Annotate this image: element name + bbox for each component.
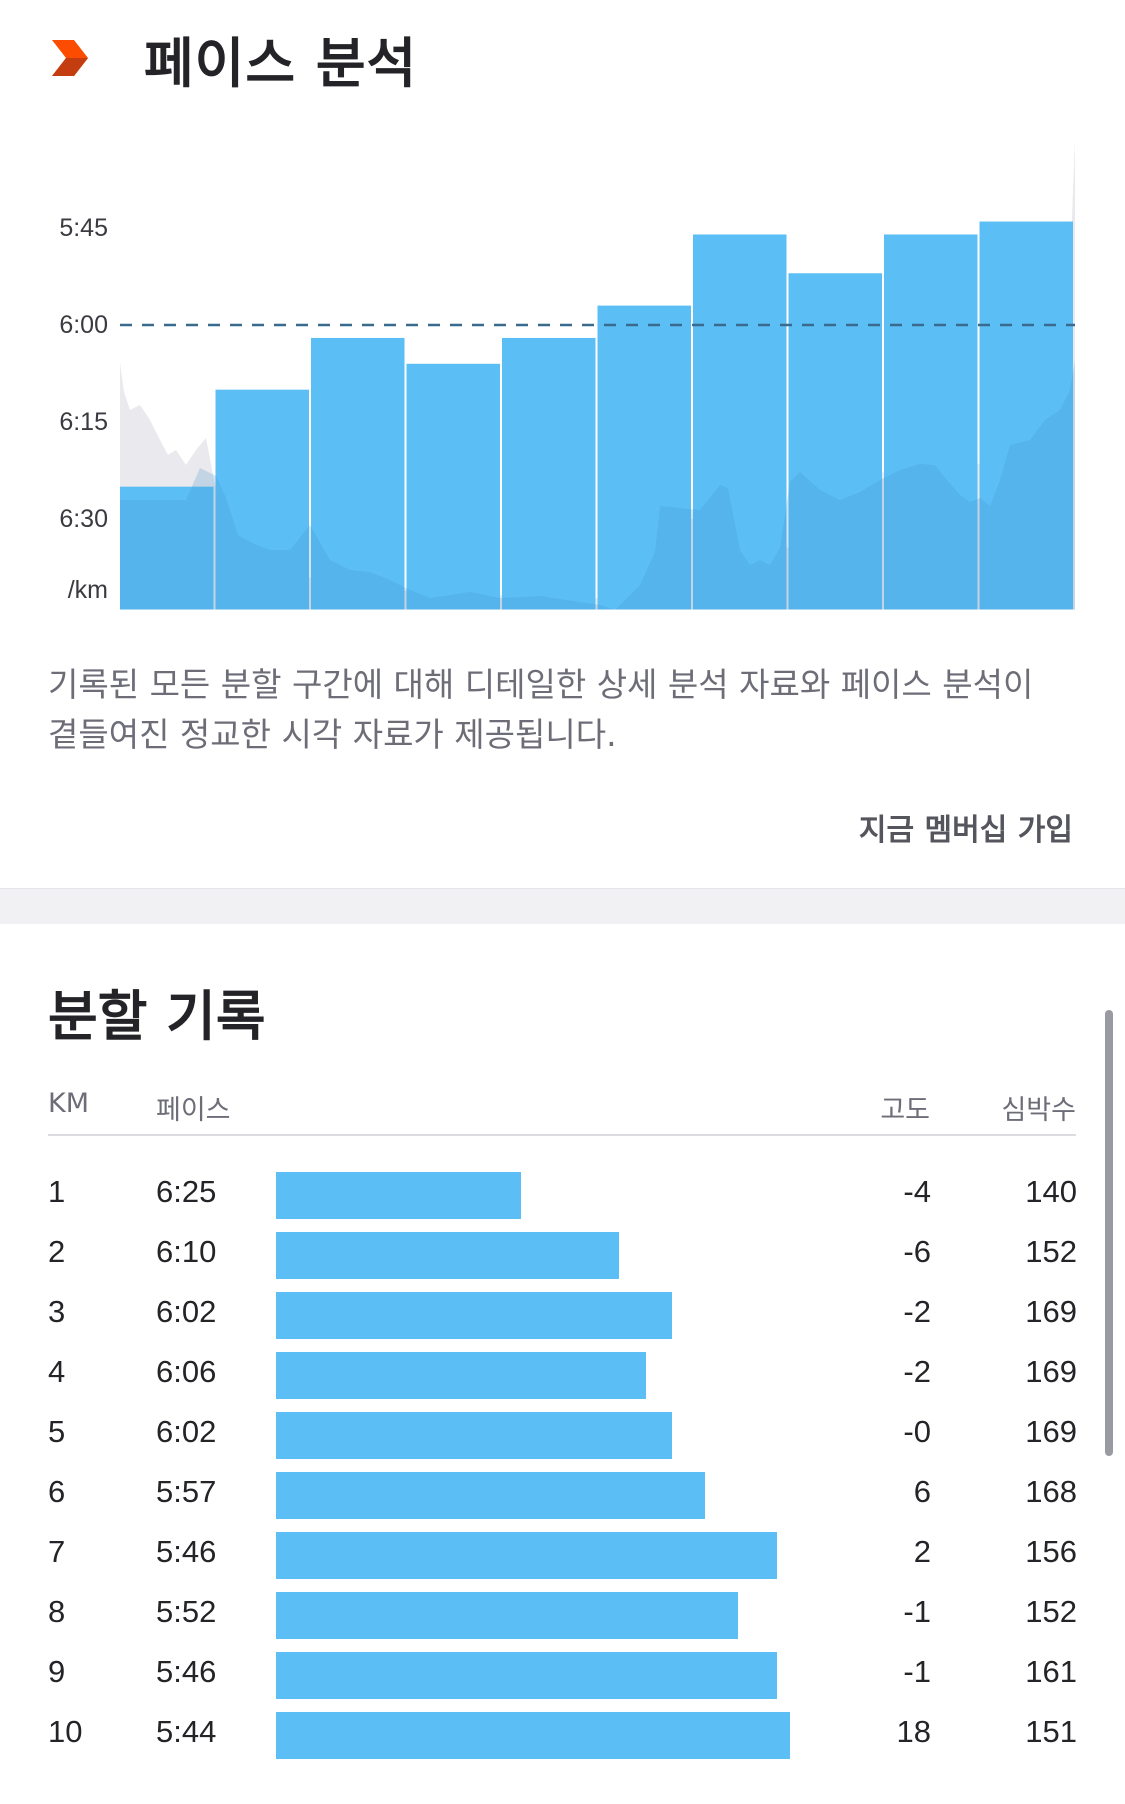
table-row: 6 5:57 6 168 bbox=[0, 1464, 1125, 1524]
split-heart-rate: 152 bbox=[1025, 1594, 1077, 1629]
split-pace: 6:10 bbox=[156, 1234, 217, 1269]
split-heart-rate: 168 bbox=[1025, 1474, 1077, 1509]
split-pace-bar bbox=[276, 1532, 777, 1579]
split-km: 8 bbox=[48, 1594, 66, 1629]
elevation-overlay-area bbox=[120, 360, 1075, 610]
pace-bars-layer bbox=[120, 221, 1073, 610]
pace-bar bbox=[788, 273, 882, 610]
split-pace: 6:25 bbox=[156, 1174, 217, 1209]
split-km: 2 bbox=[48, 1234, 66, 1269]
table-row: 1 6:25 -4 140 bbox=[0, 1164, 1125, 1224]
split-pace: 5:57 bbox=[156, 1474, 217, 1509]
column-header-pace: 페이스 bbox=[156, 1095, 231, 1126]
split-elevation: -0 bbox=[903, 1414, 931, 1449]
split-pace-bar bbox=[276, 1592, 738, 1639]
pace-bar bbox=[406, 363, 500, 610]
y-unit-label: /km bbox=[68, 576, 108, 604]
split-km: 1 bbox=[48, 1174, 66, 1209]
y-tick-label: 5:45 bbox=[59, 214, 108, 242]
table-row: 10 5:44 18 151 bbox=[0, 1704, 1125, 1764]
split-km: 9 bbox=[48, 1654, 66, 1689]
table-row: 4 6:06 -2 169 bbox=[0, 1344, 1125, 1404]
split-pace-bar bbox=[276, 1412, 672, 1459]
split-pace-bar bbox=[276, 1712, 790, 1759]
reference-line-layer bbox=[120, 323, 1075, 611]
split-elevation: -2 bbox=[903, 1294, 931, 1329]
split-elevation: -1 bbox=[903, 1654, 931, 1689]
elevation-overlay-layer bbox=[120, 360, 1075, 610]
split-pace: 5:52 bbox=[156, 1594, 217, 1629]
section-header: 페이스 분석 bbox=[48, 22, 417, 95]
y-tick-label: 6:30 bbox=[59, 505, 108, 533]
table-row: 5 6:02 -0 169 bbox=[0, 1404, 1125, 1464]
split-heart-rate: 151 bbox=[1025, 1714, 1077, 1749]
split-pace: 5:46 bbox=[156, 1534, 217, 1569]
splits-title: 분할 기록 bbox=[48, 985, 266, 1048]
split-heart-rate: 169 bbox=[1025, 1294, 1077, 1329]
column-header-km: KM bbox=[48, 1088, 90, 1119]
scrollbar[interactable] bbox=[1105, 1010, 1113, 1456]
splits-table-body: 1 6:25 -4 140 2 6:10 -6 152 3 6:02 -2 169 4 6:06 -2 169… bbox=[0, 1164, 1125, 1764]
column-header-elevation: 고도 bbox=[880, 1095, 930, 1126]
split-elevation: -4 bbox=[903, 1174, 931, 1209]
split-pace: 5:46 bbox=[156, 1654, 217, 1689]
description-text: 기록된 모든 분할 구간에 대해 디테일한 상세 분석 자료와 페이스 분석이 … bbox=[48, 665, 1034, 754]
pace-bar bbox=[597, 305, 691, 610]
split-elevation: 18 bbox=[896, 1714, 931, 1749]
pace-bar bbox=[884, 234, 978, 610]
split-km: 6 bbox=[48, 1474, 66, 1509]
pace-bar bbox=[120, 486, 214, 610]
pace-bar bbox=[311, 337, 405, 610]
split-heart-rate: 140 bbox=[1025, 1174, 1077, 1209]
join-membership-link[interactable]: 지금 멤버십 가입 bbox=[858, 813, 1073, 848]
split-elevation: -6 bbox=[903, 1234, 931, 1269]
split-pace: 5:44 bbox=[156, 1714, 217, 1749]
y-axis-ticks: 5:45 6:00 6:15 6:30/km bbox=[59, 214, 108, 604]
split-elevation: -2 bbox=[903, 1354, 931, 1389]
split-pace-bar bbox=[276, 1232, 619, 1279]
split-km: 10 bbox=[48, 1714, 83, 1749]
splits-table-header: KM 페이스 고도 심박수 bbox=[48, 1084, 1076, 1136]
pace-bar bbox=[502, 337, 596, 610]
split-pace: 6:02 bbox=[156, 1294, 217, 1329]
pace-chart: 5:45 6:00 6:15 6:30/km bbox=[0, 120, 1125, 640]
pace-bar bbox=[215, 389, 309, 610]
split-pace: 6:02 bbox=[156, 1414, 217, 1449]
split-elevation: -1 bbox=[903, 1594, 931, 1629]
split-heart-rate: 169 bbox=[1025, 1414, 1077, 1449]
section-divider bbox=[0, 888, 1125, 925]
split-km: 3 bbox=[48, 1294, 66, 1329]
pace-bar bbox=[693, 234, 787, 610]
split-pace-bar bbox=[276, 1652, 777, 1699]
split-heart-rate: 169 bbox=[1025, 1354, 1077, 1389]
pace-bar bbox=[979, 221, 1073, 610]
split-pace-bar bbox=[276, 1172, 521, 1219]
split-pace-bar bbox=[276, 1472, 705, 1519]
table-row: 7 5:46 2 156 bbox=[0, 1524, 1125, 1584]
column-header-heart-rate: 심박수 bbox=[1001, 1095, 1076, 1126]
page-title: 페이스 분석 bbox=[144, 31, 418, 95]
split-km: 5 bbox=[48, 1414, 66, 1449]
y-tick-label: 6:15 bbox=[59, 408, 108, 436]
y-tick-label: 6:00 bbox=[59, 311, 108, 339]
split-pace-bar bbox=[276, 1292, 672, 1339]
table-row: 8 5:52 -1 152 bbox=[0, 1584, 1125, 1644]
chevron-brand-icon bbox=[52, 40, 88, 76]
split-pace: 6:06 bbox=[156, 1354, 217, 1389]
pace-analysis-section: 페이스 분석 5:45 6:00 6:15 6:30/km 기록된 모든 분할 구간에… bbox=[0, 0, 1125, 888]
split-heart-rate: 156 bbox=[1025, 1534, 1077, 1569]
table-row: 3 6:02 -2 169 bbox=[0, 1284, 1125, 1344]
table-row: 2 6:10 -6 152 bbox=[0, 1224, 1125, 1284]
split-elevation: 2 bbox=[913, 1534, 931, 1569]
pace-chart-svg: 5:45 6:00 6:15 6:30/km bbox=[59, 140, 1075, 611]
split-heart-rate: 161 bbox=[1025, 1654, 1077, 1689]
split-km: 4 bbox=[48, 1354, 66, 1389]
split-heart-rate: 152 bbox=[1025, 1234, 1077, 1269]
split-km: 7 bbox=[48, 1534, 66, 1569]
splits-section: 분할 기록 KM 페이스 고도 심박수 1 6:25 -4 140 2 6:10 -6 152… bbox=[0, 924, 1125, 1804]
split-pace-bar bbox=[276, 1352, 646, 1399]
split-elevation: 6 bbox=[913, 1474, 931, 1509]
table-row: 9 5:46 -1 161 bbox=[0, 1644, 1125, 1704]
